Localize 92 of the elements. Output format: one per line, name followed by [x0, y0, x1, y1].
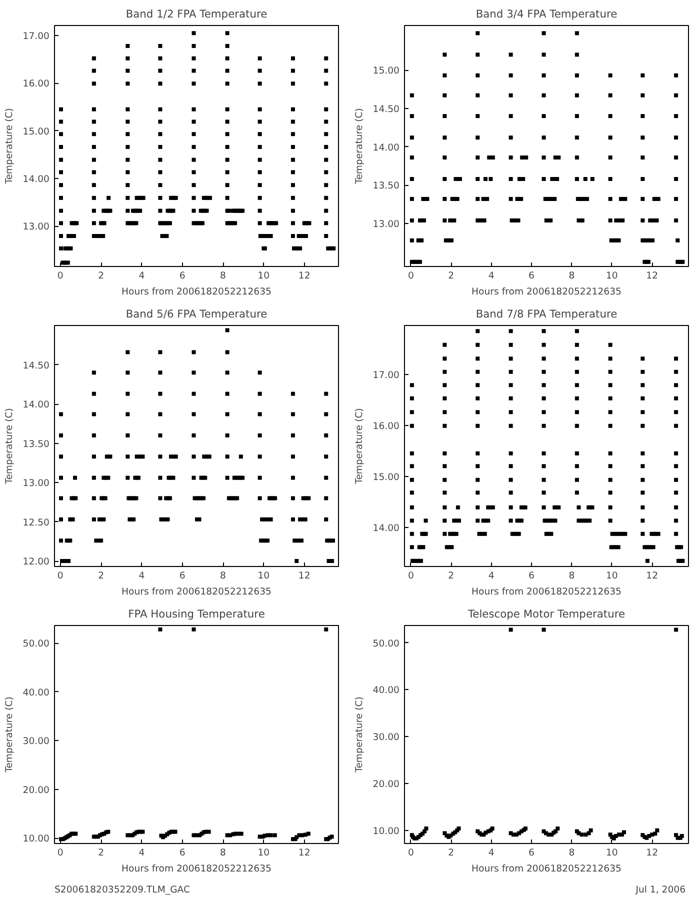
x-tick-label: 10 [606, 570, 618, 582]
x-tick-label: 10 [606, 270, 618, 282]
x-tick-label: 8 [568, 270, 575, 282]
y-tick-label: 13.50 [372, 180, 400, 192]
y-tick-label: 15.00 [372, 66, 400, 77]
x-tick-label: 4 [138, 570, 145, 582]
y-tick-label: 10.00 [22, 834, 50, 845]
x-tick-label: 0 [408, 848, 414, 858]
y-tick-label: 13.00 [22, 222, 50, 233]
y-tick-label: 20.00 [372, 778, 400, 790]
y-tick-label: 14.50 [22, 360, 50, 372]
y-tick-label: 20.00 [22, 784, 50, 796]
y-tick-label: 40.00 [22, 687, 50, 698]
y-tick-label: 15.00 [372, 472, 400, 483]
y-tick-label: 40.00 [372, 685, 400, 696]
x-tick-label: 6 [528, 848, 535, 858]
x-tick-label: 0 [57, 270, 64, 282]
x-axis-title: Hours from 2006182052212635 [472, 864, 622, 874]
x-tick-label: 8 [220, 848, 226, 858]
y-tick-label: 30.00 [372, 732, 400, 744]
chart-title: Band 5/6 FPA Temperature [126, 308, 268, 320]
x-axis-title: Hours from 2006182052212635 [472, 286, 622, 298]
x-axis-title: Hours from 2006182052212635 [472, 586, 622, 598]
x-tick-label: 10 [258, 270, 270, 282]
y-tick-label: 14.00 [372, 522, 400, 534]
y-tick-label: 30.00 [22, 736, 50, 748]
x-tick-label: 6 [179, 570, 186, 582]
y-tick-label: 13.00 [22, 478, 50, 490]
x-tick-label: 8 [220, 570, 226, 582]
x-tick-label: 12 [646, 570, 658, 582]
x-tick-label: 12 [298, 270, 310, 282]
y-tick-label: 13.00 [372, 219, 400, 230]
x-tick-label: 2 [448, 848, 454, 858]
y-axis-title: Temperature (C) [4, 696, 15, 774]
y-tick-label: 14.50 [372, 104, 400, 115]
y-tick-label: 16.00 [22, 78, 50, 90]
x-axis-title: Hours from 2006182052212635 [122, 864, 272, 874]
x-tick-label: 12 [646, 270, 658, 282]
x-axis-title: Hours from 2006182052212635 [122, 586, 272, 598]
x-tick-label: 8 [568, 570, 575, 582]
y-tick-label: 12.00 [22, 556, 50, 568]
chart-title: Band 7/8 FPA Temperature [476, 308, 618, 320]
chart-title: Telescope Motor Temperature [466, 608, 626, 620]
y-axis-title: Temperature (C) [354, 408, 365, 485]
chart-title: Band 1/2 FPA Temperature [126, 8, 268, 20]
chart-title: Band 3/4 FPA Temperature [476, 8, 618, 20]
x-tick-label: 10 [258, 848, 270, 858]
x-tick-label: 4 [138, 270, 145, 282]
y-tick-label: 12.50 [22, 517, 50, 528]
y-tick-label: 17.00 [22, 31, 50, 42]
x-tick-label: 2 [448, 270, 454, 282]
x-tick-label: 8 [220, 270, 226, 282]
y-tick-label: 10.00 [372, 826, 400, 837]
y-tick-label: 16.00 [372, 420, 400, 432]
y-axis-title: Temperature (C) [4, 408, 15, 485]
text: S20061820352209.TLM_GAC [54, 884, 190, 896]
y-tick-label: 15.00 [22, 126, 50, 138]
y-tick-label: 50.00 [372, 638, 400, 650]
x-tick-label: 0 [408, 270, 414, 282]
x-tick-label: 6 [528, 570, 535, 582]
x-tick-label: 4 [488, 570, 494, 582]
y-axis-title: Temperature (C) [354, 696, 365, 774]
x-tick-label: 10 [606, 848, 618, 858]
y-axis-title: Temperature (C) [4, 108, 15, 185]
x-tick-label: 2 [98, 848, 104, 858]
y-tick-label: 14.00 [22, 400, 50, 410]
x-tick-label: 10 [258, 570, 270, 582]
y-tick-label: 14.00 [372, 142, 400, 154]
x-tick-label: 4 [488, 848, 494, 858]
y-tick-label: 17.00 [372, 370, 400, 381]
y-tick-label: 13.50 [22, 438, 50, 450]
x-tick-label: 12 [646, 848, 658, 858]
x-tick-label: 6 [179, 848, 186, 858]
x-tick-label: 0 [57, 848, 64, 858]
x-axis-title: Hours from 2006182052212635 [122, 286, 272, 298]
chart-title: FPA Housing Temperature [128, 608, 265, 620]
x-tick-label: 4 [138, 848, 145, 858]
x-tick-label: 6 [179, 270, 186, 282]
x-tick-label: 2 [98, 570, 104, 582]
x-tick-label: 0 [57, 570, 64, 582]
x-tick-label: 6 [528, 270, 535, 282]
y-axis-title: Temperature (C) [354, 108, 365, 185]
x-tick-label: 8 [568, 848, 575, 858]
x-tick-label: 2 [448, 570, 454, 582]
x-tick-label: 2 [98, 270, 104, 282]
x-tick-label: 12 [298, 848, 310, 858]
y-tick-label: 50.00 [22, 638, 50, 650]
y-tick-label: 14.00 [22, 174, 50, 185]
x-tick-label: 4 [488, 270, 494, 282]
x-tick-label: 0 [408, 570, 414, 582]
text: Jul 1, 2006 [634, 884, 686, 896]
x-tick-label: 12 [298, 570, 310, 582]
